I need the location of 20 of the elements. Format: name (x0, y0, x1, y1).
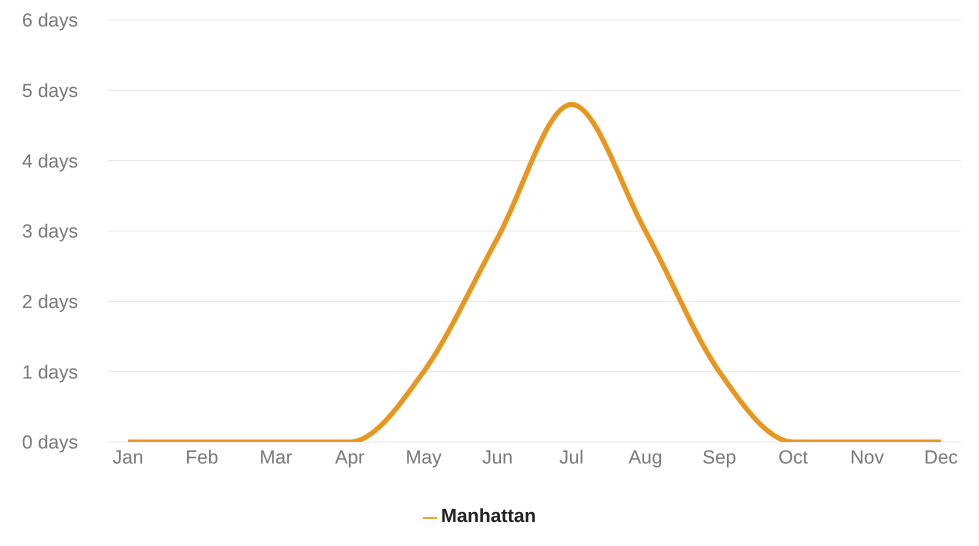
x-tick-label: Feb (186, 447, 218, 468)
y-tick-label: 5 days (22, 81, 78, 102)
x-tick-label: Jun (482, 447, 513, 468)
x-tick-label: Jan (112, 447, 144, 468)
legend-label: Manhattan (441, 506, 536, 527)
y-tick-label: 2 days (22, 292, 78, 314)
y-tick-label: 3 days (22, 222, 78, 243)
x-tick-label: Aug (628, 447, 662, 468)
y-tick-label: 4 days (22, 151, 78, 172)
y-tick-label: 6 days (22, 10, 78, 32)
x-tick-label: Dec (924, 447, 958, 468)
y-tick-label: 0 days (22, 432, 78, 454)
x-tick-label: Nov (850, 447, 884, 468)
x-tick-label: Mar (259, 447, 293, 468)
x-tick-label: May (406, 447, 442, 468)
y-tick-label: 1 days (22, 362, 78, 384)
x-tick-label: Jul (559, 447, 584, 468)
x-tick-label: Apr (334, 447, 366, 468)
x-tick-label: Sep (702, 447, 736, 468)
x-tick-label: Oct (778, 447, 809, 468)
